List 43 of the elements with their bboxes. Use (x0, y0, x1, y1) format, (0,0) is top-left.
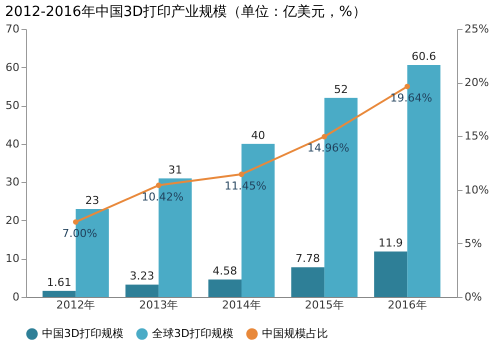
y2-tick-label: 15% (464, 130, 489, 143)
data-label: 40 (251, 128, 266, 142)
y2-tick-label: 10% (464, 183, 489, 196)
y2-tick-label: 25% (464, 22, 489, 36)
bar (291, 267, 324, 297)
point (322, 134, 328, 140)
point (238, 172, 244, 177)
data-label: 23 (85, 194, 100, 207)
data-label: 31 (168, 163, 182, 176)
y2-tick-label: 0% (464, 290, 482, 304)
y2-tick-label: 20% (464, 76, 489, 90)
x-tick-label: 2015年 (304, 298, 344, 312)
legend-label: 中国3D打印规模 (42, 327, 124, 340)
legend-label: 中国规模占比 (262, 327, 328, 340)
x-tick-label: 2012年 (56, 298, 96, 312)
bar (374, 251, 408, 297)
y-tick-label: 60 (6, 60, 20, 74)
data-label: 52 (334, 82, 348, 96)
point (72, 219, 78, 225)
x-tick-label: 2016年 (388, 298, 427, 312)
bar (125, 284, 159, 297)
point (404, 84, 410, 90)
y-tick-label: 20 (6, 214, 20, 227)
y2-tick-label: 5% (464, 236, 482, 250)
data-label: 4.58 (212, 264, 238, 278)
chart-title: 2012-2016年中国3D打印产业规模（单位：亿美元，%） (5, 4, 366, 20)
x-tick-label: 2013年 (139, 298, 178, 312)
y-tick-label: 40 (6, 137, 20, 150)
bar (208, 279, 242, 297)
data-label: 7.78 (296, 252, 320, 266)
y-tick-label: 70 (6, 22, 20, 36)
y-tick-label: 0 (12, 290, 20, 304)
legend-label: 全球3D打印规模 (152, 327, 234, 340)
bar (42, 290, 76, 297)
data-label: 60.6 (412, 50, 436, 63)
point (156, 182, 162, 188)
x-tick-label: 2014年 (222, 298, 261, 312)
y-tick-label: 50 (6, 99, 20, 112)
data-label: 1.61 (46, 276, 72, 289)
data-label: 11.9 (378, 236, 403, 250)
data-label: 3.23 (130, 270, 154, 283)
y-tick-label: 30 (6, 176, 20, 189)
y-tick-label: 10 (6, 252, 20, 266)
